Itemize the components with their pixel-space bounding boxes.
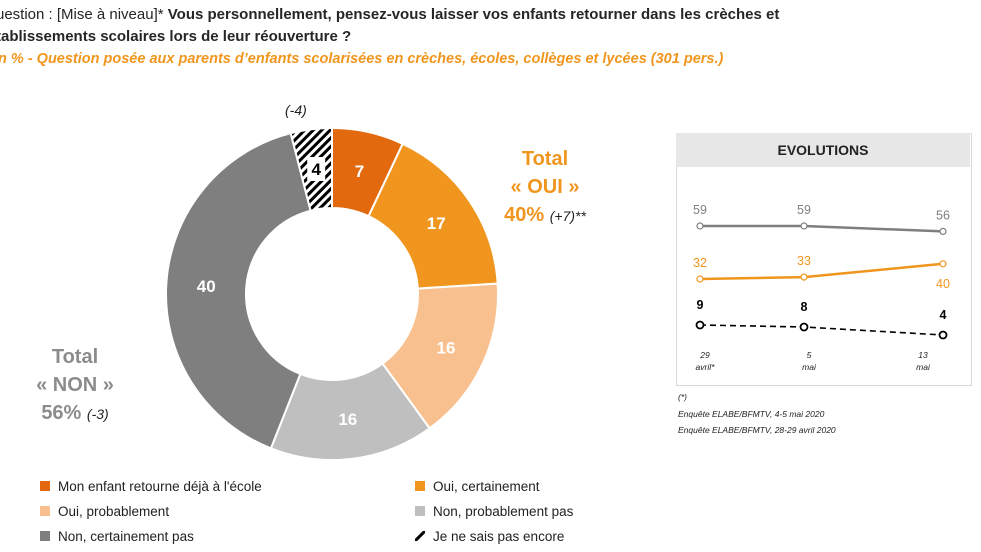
slice-value-label: 7	[355, 162, 364, 181]
x-tick-label: 5	[807, 350, 812, 360]
legend-swatch	[415, 481, 425, 492]
legend-item-ne-sais-pas: Je ne sais pas encore	[415, 529, 564, 544]
x-tick-label: 29	[699, 350, 710, 360]
slice-value-label: 17	[427, 214, 446, 233]
donut-slice	[165, 131, 312, 450]
series-point	[939, 260, 947, 268]
slice-value-label: 4	[311, 160, 321, 179]
x-tick-label: mai	[802, 362, 817, 372]
slice-label-bg	[307, 156, 326, 181]
x-tick-label: mai	[916, 362, 931, 372]
legend-swatch	[40, 481, 50, 492]
series-point	[939, 227, 947, 235]
donut-slice	[367, 142, 499, 290]
series-point	[696, 275, 704, 283]
series-value-label: 8	[801, 300, 808, 314]
question-line-2: tablissements scolaires lors de leur réo…	[0, 28, 352, 45]
legend-label: Mon enfant retourne déjà à l'école	[58, 479, 262, 494]
note-star: (*)	[678, 392, 687, 402]
question-label: uestion : [Mise à niveau]*	[0, 6, 164, 23]
series-value-label: 32	[693, 256, 707, 270]
legend-label: Je ne sais pas encore	[433, 529, 565, 544]
total-non-word: « NON »	[36, 374, 114, 396]
legend-swatch	[40, 531, 50, 542]
question-text: Vous personnellement, pensez-vous laisse…	[163, 6, 780, 23]
series-line	[699, 324, 944, 336]
series-value-label: 56	[936, 208, 950, 222]
evolutions-title: EVOLUTIONS	[676, 133, 970, 167]
legend-swatch	[415, 506, 425, 517]
total-non-value: 56%	[41, 402, 82, 424]
series-line	[700, 224, 944, 233]
series-value-label: 59	[693, 203, 707, 217]
legend-item-non-probablement: Non, probablement pas	[415, 504, 573, 519]
note-line-2: Enquête ELABE/BFMTV, 28-29 avril 2020	[678, 425, 836, 435]
series-point	[800, 273, 808, 281]
series-point	[695, 320, 705, 330]
note-line-1: Enquête ELABE/BFMTV, 4-5 mai 2020	[678, 409, 825, 419]
legend-label: Oui, certainement	[433, 479, 540, 494]
legend-item-oui-certainement: Oui, certainement	[415, 479, 540, 494]
total-oui-word: « OUI »	[510, 176, 580, 198]
x-tick-label: 13	[918, 350, 928, 360]
series-value-label: 9	[697, 298, 704, 312]
dont-know-change: (-4)	[285, 102, 307, 118]
legend-item-non-certainement: Non, certainement pas	[40, 529, 194, 544]
total-oui-change: (+7)**	[549, 208, 586, 224]
total-non: Total « NON » 56% (-3)	[0, 343, 150, 428]
series-point	[696, 222, 704, 230]
total-non-label: Total	[51, 346, 99, 368]
legend-item-oui-probablement: Oui, probablement	[40, 504, 169, 519]
series-point	[800, 222, 808, 230]
total-oui-label: Total	[521, 148, 569, 170]
legend-label: Oui, probablement	[58, 504, 170, 519]
x-tick-label: avril*	[696, 362, 716, 372]
total-oui: Total « OUI » 40% (+7)**	[480, 145, 610, 230]
series-value-label: 59	[797, 203, 811, 217]
legend-swatch	[40, 506, 50, 517]
series-point	[799, 322, 809, 332]
total-non-change: (-3)	[86, 406, 109, 422]
legend-label: Non, certainement pas	[58, 529, 194, 544]
series-value-label: 33	[797, 254, 811, 268]
slice-value-label: 16	[437, 339, 456, 358]
slice-value-label: 16	[338, 410, 357, 429]
total-oui-value: 40%	[504, 204, 545, 226]
legend-item-deja: Mon enfant retourne déjà à l'école	[40, 479, 262, 494]
series-value-label: 4	[940, 308, 947, 322]
series-line	[699, 262, 944, 281]
slice-value-label: 40	[197, 277, 216, 296]
series-point	[938, 330, 948, 340]
subtitle: n % - Question posée aux parents d’enfan…	[0, 51, 724, 67]
legend-swatch	[415, 531, 425, 542]
legend-label: Non, probablement pas	[433, 504, 574, 519]
question-line-1: uestion : [Mise à niveau]* Vous personne…	[0, 6, 779, 23]
series-value-label: 40	[936, 277, 950, 291]
